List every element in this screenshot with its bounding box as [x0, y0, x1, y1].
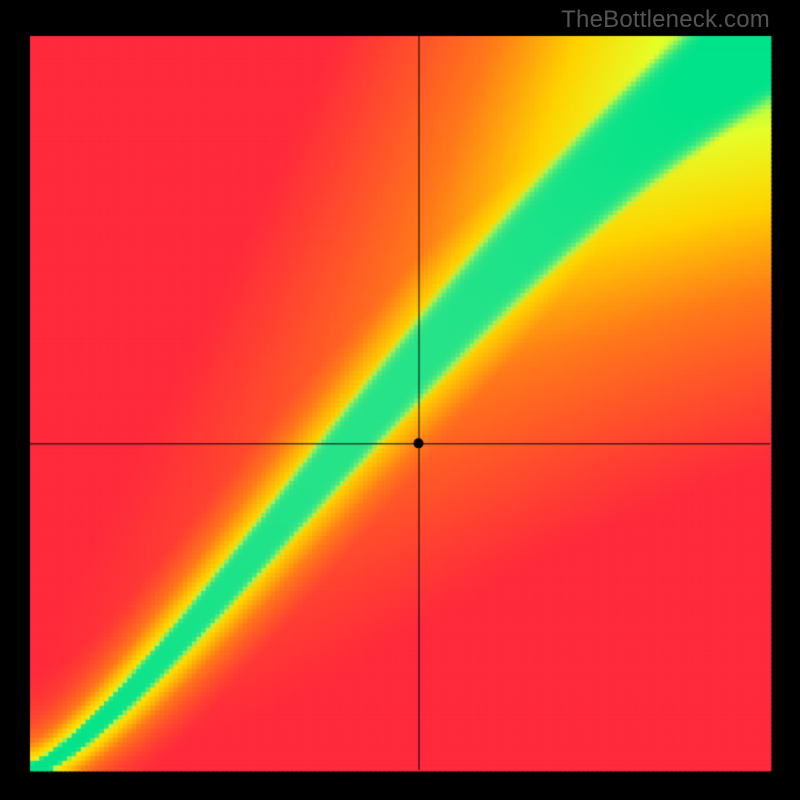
watermark-label: TheBottleneck.com: [561, 6, 770, 34]
bottleneck-heatmap: [0, 0, 800, 800]
outer-frame: TheBottleneck.com: [0, 0, 800, 800]
